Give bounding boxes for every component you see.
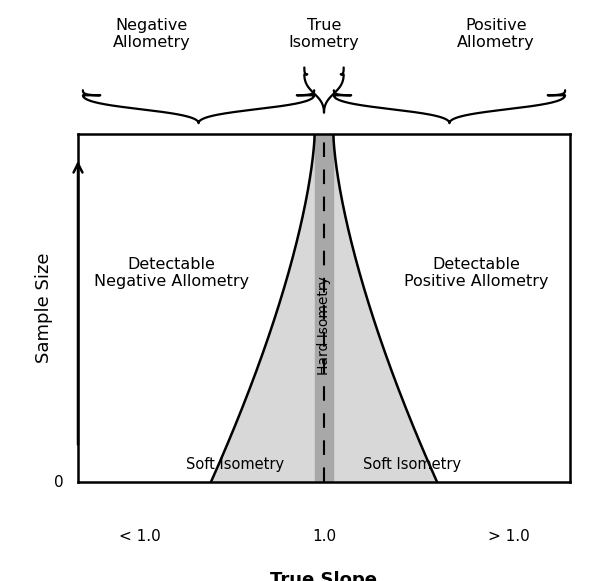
Text: Detectable
Negative Allometry: Detectable Negative Allometry xyxy=(94,257,249,289)
Text: > 1.0: > 1.0 xyxy=(488,529,529,544)
Text: Soft Isometry: Soft Isometry xyxy=(364,457,461,472)
Text: 1.0: 1.0 xyxy=(312,529,336,544)
Text: True
Isometry: True Isometry xyxy=(289,17,359,50)
Text: Positive
Allometry: Positive Allometry xyxy=(457,17,535,50)
Text: 0: 0 xyxy=(53,475,63,490)
Text: Sample Size: Sample Size xyxy=(35,253,53,363)
Polygon shape xyxy=(211,134,437,482)
Text: True Slope: True Slope xyxy=(271,571,377,581)
Text: Soft Isometry: Soft Isometry xyxy=(187,457,284,472)
Text: Detectable
Positive Allometry: Detectable Positive Allometry xyxy=(404,257,549,289)
Text: Negative
Allometry: Negative Allometry xyxy=(113,17,191,50)
Text: < 1.0: < 1.0 xyxy=(119,529,160,544)
Text: Hard Isometry: Hard Isometry xyxy=(317,276,331,375)
